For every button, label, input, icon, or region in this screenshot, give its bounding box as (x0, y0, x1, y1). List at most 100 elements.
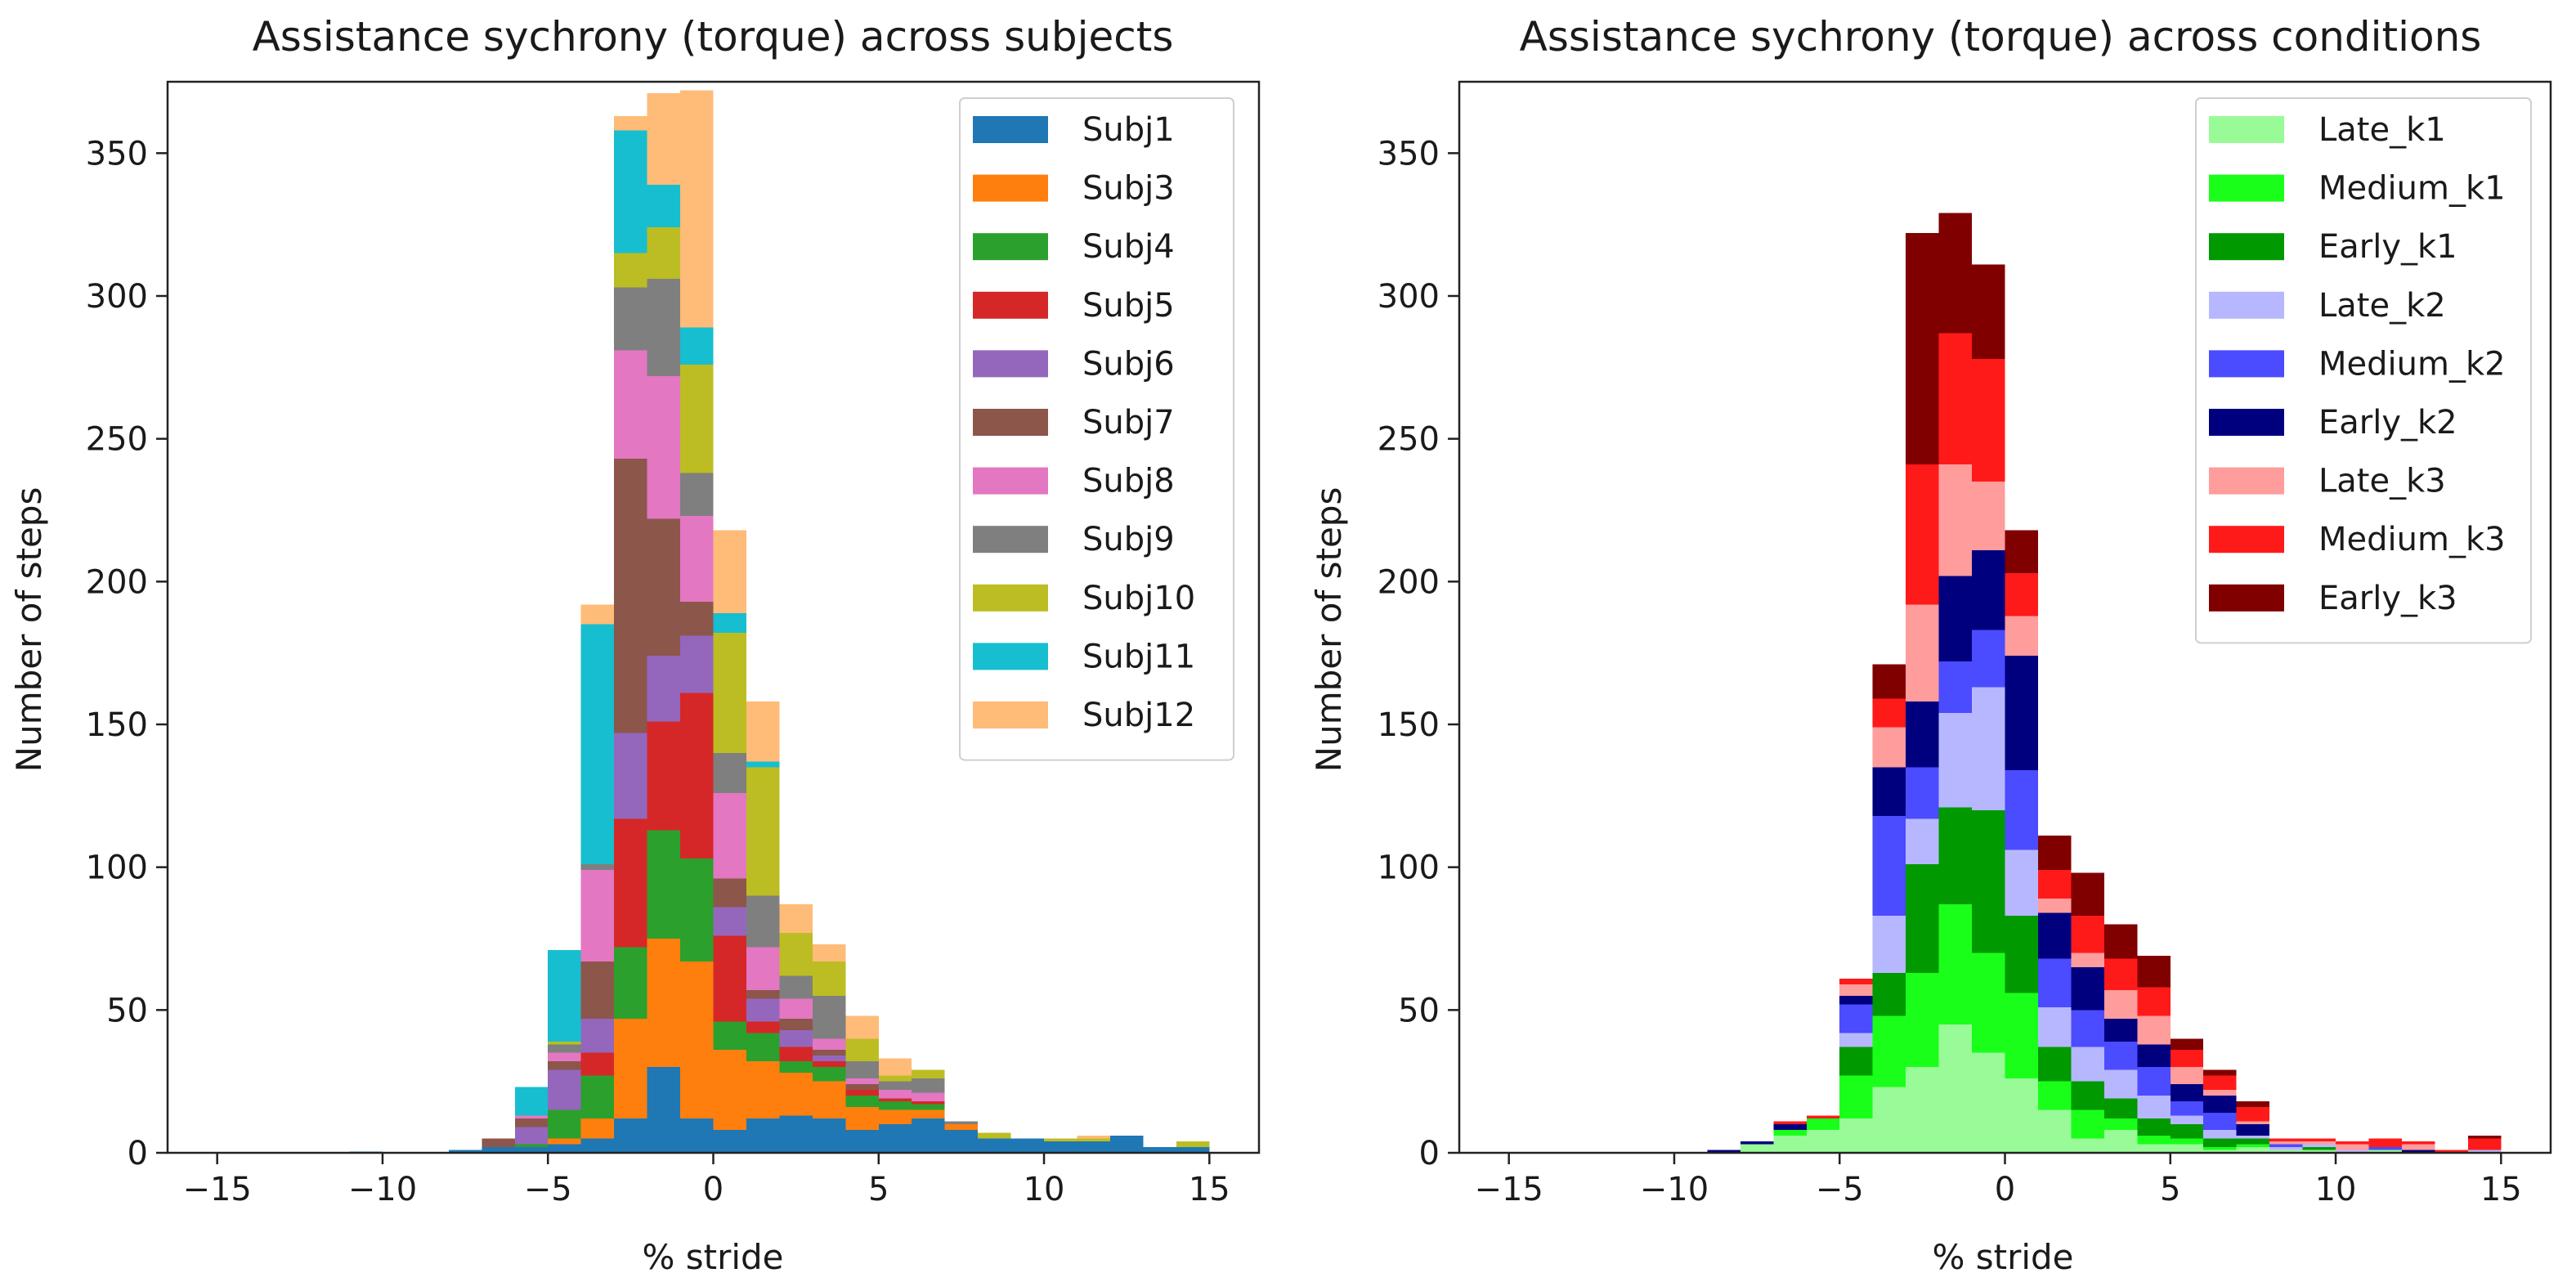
x-tick-label: 5 (2160, 1171, 2180, 1208)
bar-early_k2-bin-7 (2236, 1124, 2270, 1136)
legend-label: Subj7 (1082, 404, 1175, 442)
legend-label: Late_k1 (2318, 111, 2446, 149)
bar-early_k2-bin-2 (2071, 966, 2104, 1011)
bar-early_k1-bin-4 (2137, 1118, 2171, 1136)
bar-medium_k3-bin--2 (1938, 333, 1973, 465)
legend-label: Subj9 (1082, 521, 1175, 558)
bar-medium_k3-bin-11 (2368, 1138, 2402, 1148)
bar-early_k3-bin--3 (1906, 233, 1939, 465)
bar-medium_k3-bin-0 (2005, 572, 2038, 616)
y-axis-label: Number of steps (1309, 487, 1349, 773)
x-axis-label: % stride (1932, 1237, 2073, 1277)
bar-medium_k1-bin--4 (1872, 1015, 1906, 1087)
bar-subj1-bin-0 (713, 1130, 746, 1153)
bar-subj7-bin-4 (845, 1084, 879, 1091)
x-tick-label: −5 (1816, 1171, 1864, 1208)
bar-subj12-bin--1 (680, 90, 714, 328)
bar-early_k2-bin--7 (1773, 1124, 1807, 1131)
bar-late_k3-bin-9 (2302, 1141, 2336, 1145)
bar-subj7-bin--5 (548, 1061, 581, 1070)
legend-swatch (2209, 350, 2284, 378)
y-tick-label: 200 (1378, 563, 1440, 601)
bar-subj7-bin-3 (812, 1050, 846, 1056)
x-tick-label: 5 (868, 1171, 889, 1208)
bar-medium_k3-bin-10 (2336, 1141, 2369, 1145)
bar-medium_k2-bin-3 (2103, 1041, 2138, 1070)
legend-label: Subj5 (1082, 287, 1175, 325)
bar-subj9-bin--5 (548, 1044, 581, 1053)
bar-late_k3-bin-12 (2401, 1144, 2435, 1150)
legend: Late_k1 Medium_k1 Early_k1 Late_k2 Medium_k2… (2195, 97, 2532, 644)
bar-subj12-bin-2 (779, 904, 813, 934)
bar-subj3-bin-3 (812, 1081, 846, 1119)
bar-medium_k3-bin--7 (1773, 1121, 1807, 1125)
bar-medium_k1-bin-0 (2005, 993, 2038, 1079)
y-tick-label: 350 (86, 135, 148, 173)
bar-subj6-bin--1 (680, 635, 714, 693)
bar-subj1-bin-1 (746, 1118, 780, 1153)
bar-subj9-bin-0 (713, 752, 746, 793)
bar-subj1-bin-7 (944, 1130, 979, 1153)
bar-early_k3-bin--2 (1938, 213, 1973, 334)
bar-late_k3-bin-8 (2269, 1141, 2303, 1145)
x-tick-label: −5 (524, 1171, 572, 1208)
bar-medium_k1-bin-7 (2236, 1144, 2270, 1148)
bar-late_k1-bin--4 (1872, 1087, 1906, 1153)
bar-late_k1-bin-7 (2236, 1147, 2270, 1153)
bar-subj7-bin--6 (514, 1118, 549, 1127)
bar-subj8-bin-5 (878, 1090, 912, 1099)
bar-subj1-bin--2 (647, 1067, 681, 1153)
bar-subj9-bin--1 (680, 473, 714, 516)
bar-subj10-bin-6 (912, 1069, 945, 1079)
bar-subj3-bin--2 (647, 939, 681, 1068)
bar-late_k3-bin-5 (2170, 1067, 2204, 1085)
bar-late_k2-bin-10 (2336, 1150, 2369, 1153)
x-tick-label: 10 (1024, 1171, 1065, 1208)
bar-medium_k1-bin-5 (2170, 1138, 2204, 1145)
bar-subj4-bin--4 (580, 1075, 615, 1119)
bar-subj6-bin-3 (812, 1056, 846, 1062)
bar-subj6-bin-1 (746, 998, 780, 1022)
bar-early_k2-bin-12 (2401, 1150, 2435, 1153)
bar-medium_k3-bin-13 (2435, 1150, 2468, 1153)
bar-subj3-bin-2 (779, 1073, 813, 1116)
bar-late_k1-bin-1 (2037, 1109, 2072, 1153)
legend-swatch (2209, 291, 2284, 319)
bar-medium_k3-bin-1 (2037, 870, 2072, 899)
bar-late_k2-bin--5 (1839, 1033, 1873, 1047)
legend-swatch (973, 526, 1048, 554)
bar-late_k2-bin-9 (2302, 1144, 2336, 1148)
bar-subj1-bin-5 (878, 1124, 912, 1153)
bar-subj3-bin-1 (746, 1061, 780, 1119)
bar-subj8-bin-0 (713, 792, 746, 879)
bar-subj8-bin--5 (548, 1052, 581, 1062)
bar-subj3-bin-0 (713, 1050, 746, 1131)
bar-subj1-bin-3 (812, 1118, 846, 1153)
bar-subj1-bin-2 (779, 1115, 813, 1153)
y-tick-label: 350 (1378, 135, 1440, 173)
bar-medium_k3-bin-14 (2467, 1138, 2502, 1150)
bar-subj3-bin--5 (548, 1138, 581, 1145)
legend-swatch (973, 467, 1048, 495)
legend-swatch (973, 116, 1048, 143)
bar-subj10-bin-4 (845, 1038, 879, 1062)
bar-late_k3-bin--3 (1906, 604, 1939, 702)
bar-medium_k1-bin--2 (1938, 904, 1973, 1024)
legend-swatch (973, 174, 1048, 202)
x-tick-label: −10 (1640, 1171, 1709, 1208)
bar-medium_k2-bin-8 (2269, 1144, 2303, 1148)
bar-subj10-bin-1 (746, 767, 780, 896)
chart-title: Assistance sychrony (torque) across cond… (1520, 13, 2482, 61)
bar-subj8-bin--3 (614, 350, 647, 459)
bar-subj1-bin--8 (448, 1150, 482, 1153)
bar-early_k1-bin--4 (1872, 972, 1906, 1016)
bar-early_k3-bin-3 (2103, 924, 2138, 959)
bar-early_k1-bin--1 (1972, 809, 2005, 953)
bar-subj10-bin-5 (878, 1075, 912, 1082)
bar-subj10-bin-11 (1077, 1138, 1110, 1142)
bar-late_k3-bin--4 (1872, 727, 1906, 768)
legend-swatch (973, 702, 1048, 728)
bar-late_k1-bin--2 (1938, 1024, 1973, 1153)
bar-subj9-bin-5 (878, 1081, 912, 1091)
y-tick-label: 300 (86, 278, 148, 316)
